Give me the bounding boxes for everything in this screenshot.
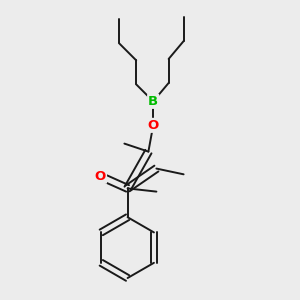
Text: B: B (148, 95, 158, 108)
Text: O: O (95, 170, 106, 183)
Text: O: O (148, 119, 159, 132)
